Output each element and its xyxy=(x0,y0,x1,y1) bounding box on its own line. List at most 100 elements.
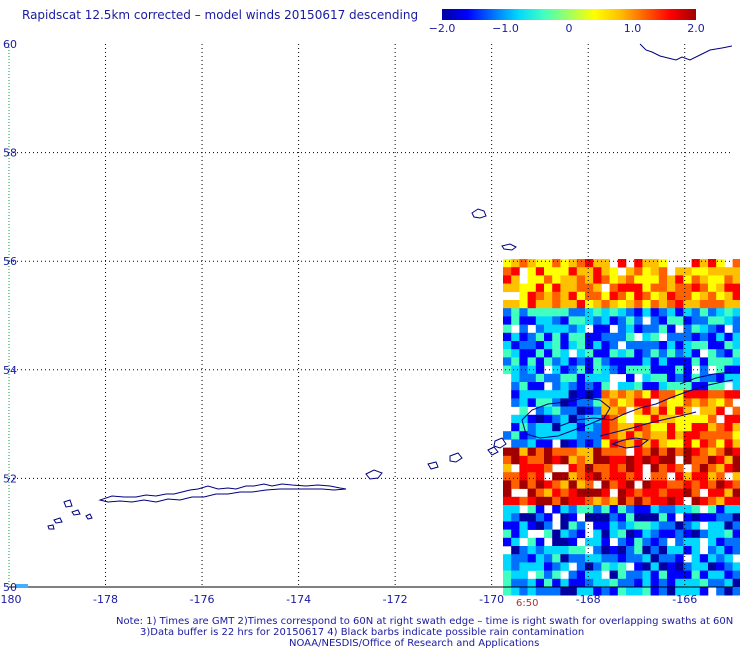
swath-cell xyxy=(576,529,586,539)
swath-cell xyxy=(568,382,578,391)
swath-cell xyxy=(576,357,586,366)
swath-cell xyxy=(732,324,740,334)
swath-cell xyxy=(626,275,635,284)
swath-cell xyxy=(724,414,733,424)
swath-cell xyxy=(724,316,733,325)
swath-cell xyxy=(593,455,602,465)
swath-cell xyxy=(732,431,740,440)
swath-cell xyxy=(658,275,668,284)
swath-cell xyxy=(601,587,610,596)
swath-cell xyxy=(716,480,725,489)
swath-cell xyxy=(658,283,668,293)
swath-cell xyxy=(519,324,528,334)
swath-cell xyxy=(503,357,512,366)
swath-cell xyxy=(560,267,569,276)
swath-cell xyxy=(593,472,602,481)
swath-cell xyxy=(650,390,660,399)
swath-cell xyxy=(634,513,643,522)
swath-cell xyxy=(724,341,733,350)
swath-cell xyxy=(708,423,717,432)
swath-cell xyxy=(585,496,594,506)
swath-cell xyxy=(593,267,602,276)
swath-cell xyxy=(699,357,709,366)
swath-cell xyxy=(568,521,578,530)
swath-cell xyxy=(675,267,684,276)
swath-cell xyxy=(511,365,520,375)
swath-cell xyxy=(699,267,709,276)
swath-cell xyxy=(675,423,684,432)
swath-time-label: 6:50 xyxy=(516,598,539,609)
swath-cell xyxy=(634,357,643,366)
swath-cell xyxy=(503,513,512,522)
swath-cell xyxy=(658,390,668,399)
swath-cell xyxy=(626,513,635,522)
swath-cell xyxy=(576,398,586,407)
swath-cell xyxy=(658,373,668,383)
latitude-tick-labels: 60 58 56 54 52 50 xyxy=(3,38,17,594)
swath-cell xyxy=(544,513,553,522)
swath-cell xyxy=(601,513,610,522)
swath-cell xyxy=(658,578,668,588)
swath-cell xyxy=(609,447,619,457)
swath-cell xyxy=(519,447,528,457)
swath-cell xyxy=(593,431,602,440)
swath-cell xyxy=(576,570,586,580)
swath-cell xyxy=(642,496,651,506)
swath-cell xyxy=(667,587,676,596)
swath-cell xyxy=(576,291,586,301)
swath-cell xyxy=(634,439,643,448)
swath-cell xyxy=(642,431,651,440)
swath-cell xyxy=(732,423,740,432)
swath-cell xyxy=(634,488,643,498)
swath-cell xyxy=(568,570,578,580)
swath-cell xyxy=(511,521,520,530)
swath-cell xyxy=(568,365,578,375)
swath-cell xyxy=(732,578,740,588)
swath-cell xyxy=(642,587,651,596)
swath-cell xyxy=(544,447,553,457)
swath-cell xyxy=(699,332,709,342)
swath-cell xyxy=(667,480,676,489)
swath-cell xyxy=(552,406,561,416)
swath-cell xyxy=(634,390,643,399)
swath-cell xyxy=(519,464,528,473)
swath-cell xyxy=(593,308,602,317)
swath-cell xyxy=(535,505,545,514)
swath-cell xyxy=(609,513,619,522)
swath-cell xyxy=(617,513,627,522)
swath-cell xyxy=(519,472,528,481)
swath-cell xyxy=(609,578,619,588)
swath-cell xyxy=(544,578,553,588)
swath-cell xyxy=(724,300,733,309)
swath-cell xyxy=(683,439,692,448)
swath-cell xyxy=(658,587,668,596)
swath-cell xyxy=(503,587,512,596)
colorbar-tick-label: 2.0 xyxy=(687,22,705,35)
swath-cell xyxy=(716,406,725,416)
swath-cell xyxy=(601,431,610,440)
swath-cell xyxy=(585,259,594,268)
swath-cell xyxy=(724,291,733,301)
swath-cell xyxy=(601,480,610,489)
swath-cell xyxy=(568,373,578,383)
swath-cell xyxy=(650,570,660,580)
swath-cell xyxy=(708,521,717,530)
swath-cell xyxy=(585,349,594,358)
swath-cell xyxy=(601,521,610,530)
swath-cell xyxy=(699,578,709,588)
swath-cell xyxy=(708,324,717,334)
swath-cell xyxy=(691,423,701,432)
swath-cell xyxy=(683,529,692,539)
swath-cell xyxy=(560,414,569,424)
swath-cell xyxy=(675,406,684,416)
swath-cell xyxy=(642,382,651,391)
swath-cell xyxy=(650,341,660,350)
swath-cell xyxy=(699,480,709,489)
swath-cell xyxy=(617,431,627,440)
swath-cell xyxy=(732,300,740,309)
swath-cell xyxy=(527,259,537,268)
swath-cell xyxy=(519,513,528,522)
swath-cell xyxy=(609,529,619,539)
longitude-tick-label: -168 xyxy=(576,593,601,606)
swath-cell xyxy=(576,382,586,391)
